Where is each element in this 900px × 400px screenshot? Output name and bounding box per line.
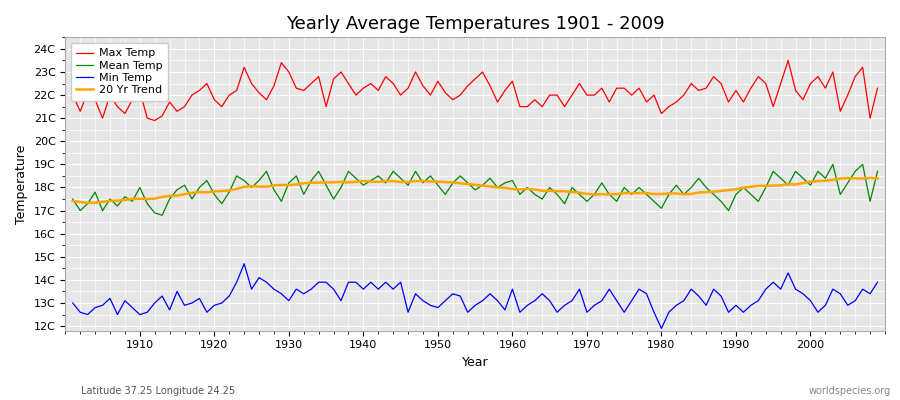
Max Temp (604, 100, 615, 104)
Line: Max Temp: Max Temp (73, 60, 878, 120)
Mean Temp (157, 213, 167, 218)
Text: worldspecies.org: worldspecies.org (809, 386, 891, 396)
Line: Min Temp: Min Temp (73, 264, 878, 328)
Y-axis label: Temperature: Temperature (15, 144, 28, 224)
Line: Mean Temp: Mean Temp (73, 164, 878, 215)
Max Temp (507, 79, 517, 84)
Min Temp (872, 280, 883, 285)
20 Yr Trend (865, 176, 876, 180)
Min Temp (238, 261, 249, 266)
Max Temp (515, 104, 526, 109)
Min Temp (343, 280, 354, 285)
20 Yr Trend (82, 200, 93, 205)
Mean Temp (298, 192, 309, 197)
Max Temp (872, 86, 883, 90)
Max Temp (343, 81, 354, 86)
20 Yr Trend (68, 198, 78, 203)
20 Yr Trend (507, 187, 517, 192)
20 Yr Trend (604, 192, 615, 197)
20 Yr Trend (343, 180, 354, 185)
Mean Temp (343, 169, 354, 174)
20 Yr Trend (872, 176, 883, 181)
20 Yr Trend (134, 196, 145, 201)
Mean Temp (827, 162, 838, 167)
Min Temp (68, 301, 78, 306)
20 Yr Trend (515, 187, 526, 192)
Max Temp (298, 88, 309, 93)
Max Temp (149, 118, 160, 123)
Min Temp (515, 310, 526, 315)
Legend: Max Temp, Mean Temp, Min Temp, 20 Yr Trend: Max Temp, Mean Temp, Min Temp, 20 Yr Tre… (71, 43, 167, 101)
Min Temp (604, 287, 615, 292)
Text: Latitude 37.25 Longitude 24.25: Latitude 37.25 Longitude 24.25 (81, 386, 235, 396)
Min Temp (507, 287, 517, 292)
Title: Yearly Average Temperatures 1901 - 2009: Yearly Average Temperatures 1901 - 2009 (286, 15, 664, 33)
Max Temp (783, 58, 794, 63)
Mean Temp (515, 192, 526, 197)
Min Temp (127, 305, 138, 310)
Max Temp (68, 93, 78, 98)
Mean Temp (507, 178, 517, 183)
Mean Temp (604, 192, 615, 197)
Min Temp (656, 326, 667, 331)
Max Temp (127, 97, 138, 102)
Line: 20 Yr Trend: 20 Yr Trend (73, 178, 878, 203)
Min Temp (298, 291, 309, 296)
Mean Temp (872, 169, 883, 174)
X-axis label: Year: Year (462, 356, 489, 369)
20 Yr Trend (298, 181, 309, 186)
Mean Temp (127, 199, 138, 204)
Mean Temp (68, 197, 78, 202)
